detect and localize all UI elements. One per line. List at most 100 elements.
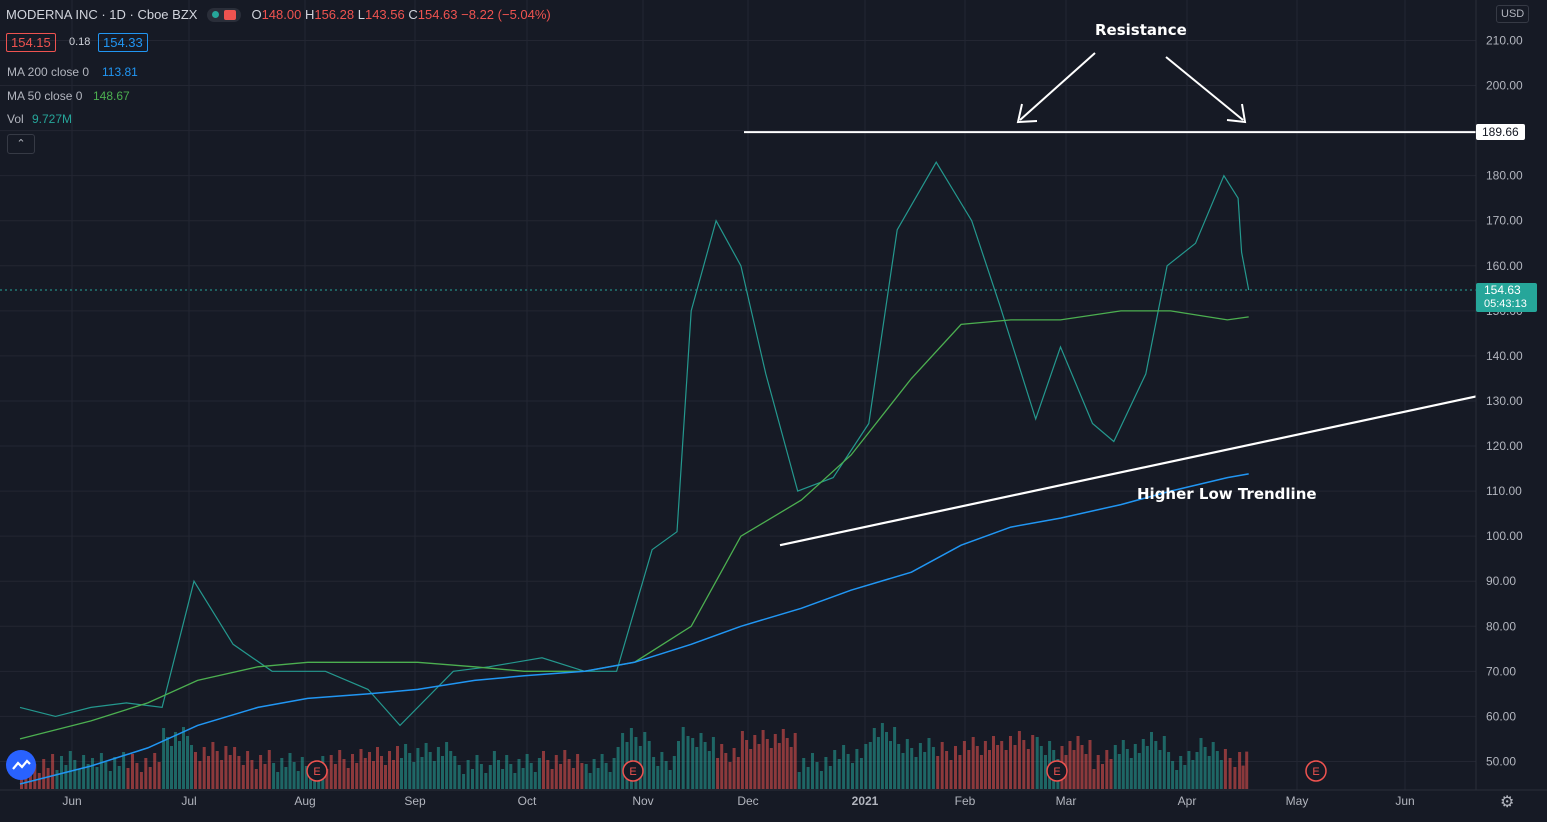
low-value: 143.56: [364, 7, 405, 22]
volume-bar: [949, 760, 953, 789]
volume-bar: [139, 772, 143, 789]
volume-bar: [576, 754, 580, 789]
volume-bar: [424, 743, 428, 789]
time-axis: Jun Jul Aug Sep Oct Nov Dec 2021 Feb Mar Apr May Jun: [0, 789, 1547, 822]
volume-bar: [126, 768, 130, 789]
volume-bar: [612, 758, 616, 789]
earnings-label: E: [313, 766, 320, 778]
market-status[interactable]: [207, 7, 242, 22]
tradingview-logo-icon[interactable]: [6, 750, 36, 780]
volume-bar: [983, 741, 987, 789]
spread-value: 0.18: [69, 36, 91, 48]
volume-bar: [42, 759, 46, 789]
volume-bar: [592, 759, 596, 789]
volume-bar: [259, 755, 263, 789]
volume-bar: [1105, 750, 1109, 789]
volume-bar: [1022, 740, 1026, 789]
volume-bar: [567, 759, 571, 789]
volume-bar: [988, 750, 991, 789]
volume-bar: [745, 740, 749, 789]
volume-bar: [376, 747, 379, 789]
volume-bar: [893, 727, 897, 789]
volume-bar: [905, 739, 909, 789]
volume-bar: [1121, 740, 1125, 789]
volume-bar: [647, 741, 651, 789]
volume-bar: [292, 762, 296, 789]
volume-bar: [404, 744, 408, 789]
volume-bar: [99, 753, 103, 789]
ohlc-readout: O148.00 H156.28 L143.56 C154.63 −8.22 (−…: [251, 7, 551, 22]
volume-bar: [546, 760, 550, 789]
volume-bar: [449, 751, 453, 789]
volume-bar: [211, 742, 215, 789]
currency-button[interactable]: USD: [1496, 5, 1530, 23]
volume-bar: [1183, 765, 1187, 789]
volume-bar: [785, 738, 789, 789]
volume-bar: [372, 761, 375, 789]
volume-bar: [958, 755, 962, 789]
gear-icon[interactable]: ⚙: [1500, 794, 1515, 811]
volume-bar: [492, 751, 496, 789]
volume-bar: [571, 768, 575, 789]
volume-bar: [1154, 741, 1158, 789]
volume-bar: [833, 750, 837, 789]
x-tick-label: Nov: [632, 794, 653, 808]
volume-bar: [1167, 752, 1171, 789]
volume-bar: [1207, 756, 1211, 789]
volume-bar: [872, 728, 876, 789]
volume-bar: [914, 757, 918, 789]
current-price: 154.63: [1484, 283, 1521, 297]
earnings-label: E: [1053, 766, 1060, 778]
open-value: 148.00: [261, 7, 302, 22]
volume-bar: [588, 773, 592, 789]
price-close-line: [19, 161, 1250, 727]
volume-bar: [736, 757, 740, 789]
volume-bar: [263, 764, 267, 789]
volume-bar: [773, 734, 777, 789]
volume-bar: [918, 743, 922, 789]
flag-icon: [224, 9, 237, 20]
volume-bar: [1223, 749, 1227, 789]
volume-bar: [246, 751, 250, 789]
ma50-label[interactable]: MA 50 close 0: [7, 89, 83, 103]
volume-bar: [806, 767, 810, 789]
volume-bar: [1150, 732, 1153, 789]
volume-bar: [1179, 756, 1183, 789]
x-tick-label: Feb: [955, 794, 976, 808]
volume-bar: [224, 746, 228, 789]
earnings-label: E: [629, 766, 636, 778]
volume-bar: [77, 769, 81, 789]
volume-bar: [392, 760, 395, 789]
y-tick-label: 180.00: [1486, 169, 1523, 183]
ask-price-button[interactable]: 154.33: [98, 33, 148, 52]
y-tick-label: 210.00: [1486, 34, 1523, 48]
y-tick-label: 110.00: [1486, 484, 1522, 498]
volume-bar: [1072, 750, 1076, 789]
resistance-price-label: 189.66: [1476, 124, 1525, 140]
volume-bar: [148, 767, 152, 789]
chevron-up-icon[interactable]: ⌃: [7, 134, 35, 154]
bid-price-button[interactable]: 154.15: [6, 33, 56, 52]
volume-bar: [166, 737, 169, 789]
volume-bar: [182, 727, 185, 789]
volume-bar: [237, 756, 241, 789]
resistance-annotation: Resistance: [1095, 21, 1187, 39]
volume-bar: [170, 746, 173, 789]
volume-bars: [20, 723, 1249, 789]
volume-bar: [761, 730, 765, 789]
volume-bar: [777, 743, 781, 789]
y-tick-label: 80.00: [1486, 619, 1516, 633]
ma200-label[interactable]: MA 200 close 0: [7, 65, 90, 79]
ma200-line: [19, 473, 1249, 785]
volume-bar: [497, 760, 500, 789]
symbol-title[interactable]: MODERNA INC · 1D · Cboe BZX: [6, 7, 198, 22]
current-price-badge: 154.63 05:43:13: [1476, 283, 1537, 312]
volume-bar: [1219, 760, 1223, 789]
volume-bar: [859, 758, 863, 789]
volume-bar: [384, 765, 387, 789]
vol-label[interactable]: Vol: [7, 112, 24, 126]
volume-bar: [471, 769, 474, 789]
volume-bar: [60, 756, 63, 789]
volume-bar: [563, 750, 567, 789]
